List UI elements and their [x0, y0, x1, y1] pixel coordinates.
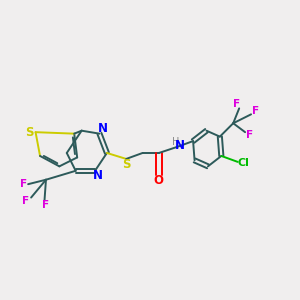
Text: F: F — [20, 179, 27, 189]
Text: F: F — [42, 200, 50, 210]
Text: H: H — [172, 137, 179, 147]
Text: F: F — [252, 106, 260, 116]
Text: N: N — [175, 139, 185, 152]
Text: O: O — [153, 174, 163, 187]
Text: N: N — [98, 122, 107, 135]
Text: F: F — [22, 196, 29, 206]
Text: F: F — [246, 130, 253, 140]
Text: N: N — [93, 169, 103, 182]
Text: S: S — [122, 158, 130, 171]
Text: Cl: Cl — [238, 158, 250, 168]
Text: F: F — [233, 99, 240, 109]
Text: S: S — [25, 126, 33, 139]
